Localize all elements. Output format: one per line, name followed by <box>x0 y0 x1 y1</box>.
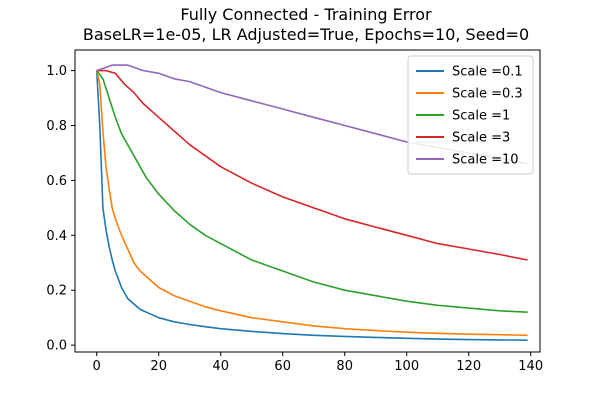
series-layer <box>95 64 528 341</box>
plot-frame <box>74 49 541 353</box>
y-tick-label-2: 0.4 <box>46 229 67 244</box>
series-line-1 <box>95 70 528 337</box>
x-tick-label-1: 20 <box>150 359 167 374</box>
series-line-0 <box>95 70 528 341</box>
legend-label-3: Scale =3 <box>452 131 510 146</box>
axis-ticks: 0 20 40 60 80 100 120 140 0.0 0.2 0.4 0.6 0.8 1.0 <box>46 64 543 374</box>
x-tick-label-6: 120 <box>456 359 481 374</box>
series-line-3 <box>96 69 528 261</box>
legend-box <box>407 55 534 175</box>
x-tick-label-5: 100 <box>394 359 419 374</box>
y-tick-label-1: 0.2 <box>46 284 67 299</box>
x-tick-label-3: 60 <box>274 359 291 374</box>
x-tick-label-2: 40 <box>212 359 229 374</box>
y-tick-label-5: 1.0 <box>46 64 67 79</box>
chart-subtitle: BaseLR=1e-05, LR Adjusted=True, Epochs=1… <box>83 25 529 44</box>
series-line-2 <box>96 70 528 313</box>
legend-label-0: Scale =0.1 <box>452 65 523 80</box>
x-tick-label-0: 0 <box>93 359 101 374</box>
y-tick-label-0: 0.0 <box>46 339 67 354</box>
x-tick-label-4: 80 <box>336 359 353 374</box>
legend-label-2: Scale =1 <box>452 109 510 124</box>
y-tick-label-3: 0.6 <box>46 174 67 189</box>
chart-title: Fully Connected - Training Error <box>180 5 432 24</box>
y-tick-label-4: 0.8 <box>46 119 67 134</box>
legend-label-1: Scale =0.3 <box>452 87 523 102</box>
legend-label-4: Scale =10 <box>452 153 519 168</box>
legend: Scale =0.1 Scale =0.3 Scale =1 Scale =3 Scal… <box>407 55 534 175</box>
x-tick-label-7: 140 <box>518 359 543 374</box>
